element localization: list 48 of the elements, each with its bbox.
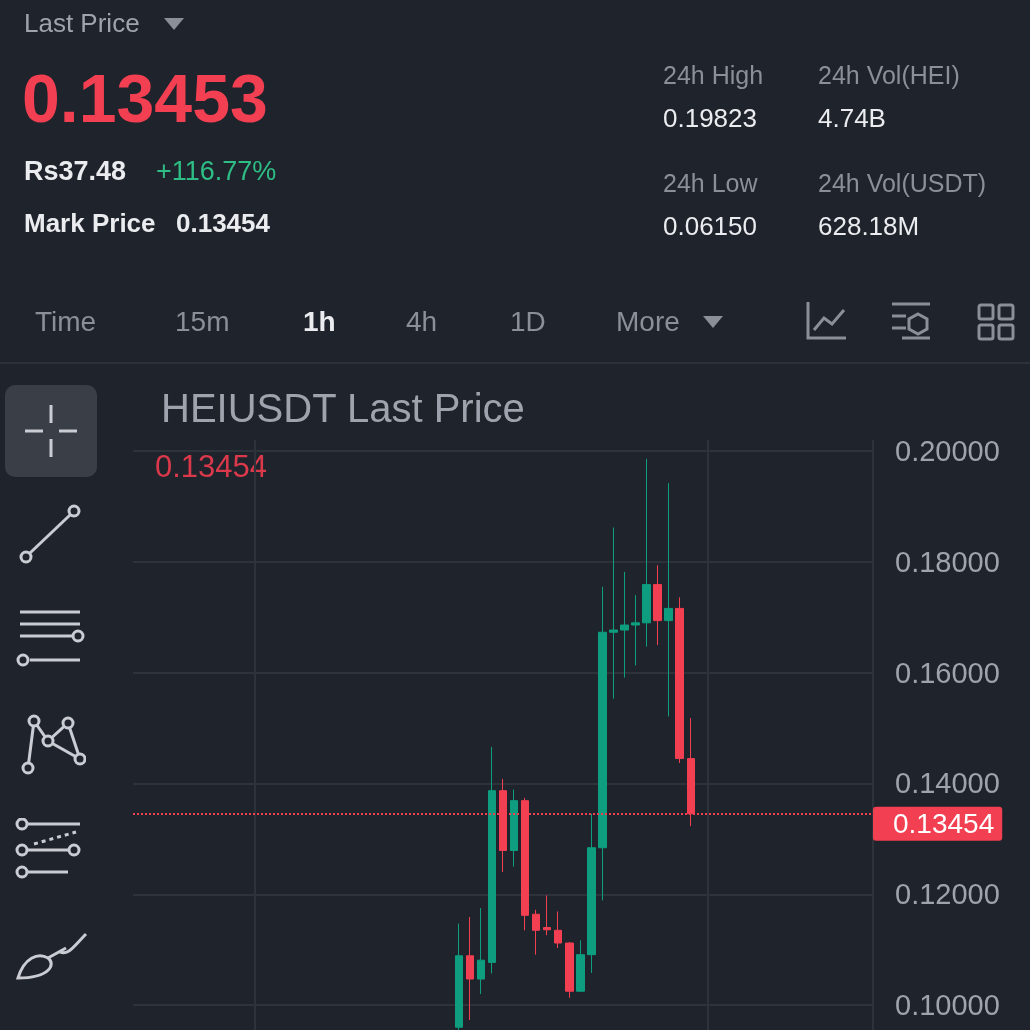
text: Mark Price — [24, 208, 156, 240]
text: 24h Low — [663, 168, 758, 198]
candlestick — [477, 907, 485, 995]
y-tick-label: 0.16000 — [895, 656, 1000, 689]
candlestick — [631, 594, 640, 666]
candlestick — [488, 746, 496, 974]
chart-title: HEIUSDT Last Price — [161, 386, 525, 430]
annotation: 0.13454 — [155, 449, 268, 484]
candlestick — [466, 916, 474, 1021]
candlestick — [675, 596, 684, 764]
ref-line-label: 0.13454 — [893, 808, 995, 840]
candlestick — [543, 894, 551, 936]
candlestick — [609, 527, 618, 700]
text: More — [616, 305, 680, 339]
y-tick-label: 0.18000 — [895, 545, 1000, 578]
text: Last Price — [24, 8, 140, 40]
text: 0.06150 — [663, 211, 757, 243]
candlestick — [576, 939, 585, 992]
candlestick — [642, 458, 651, 648]
y-tick-label: 0.14000 — [895, 767, 1000, 800]
text: 24h Vol(USDT) — [818, 168, 987, 198]
text: 1h — [303, 305, 336, 339]
candlestick — [598, 586, 607, 901]
y-tick-label: 0.10000 — [895, 989, 1000, 1022]
candlestick — [664, 482, 673, 717]
text: 0.13453 — [22, 59, 268, 138]
text: Rs37.48 — [24, 155, 127, 188]
text: 4.74B — [818, 103, 886, 135]
text: 24h Vol(HEI) — [818, 60, 960, 90]
text: 1D — [510, 305, 546, 339]
candlestick — [565, 941, 574, 999]
y-tick-label: 0.12000 — [895, 878, 1000, 911]
text: 4h — [406, 305, 438, 339]
candlestick — [620, 571, 629, 679]
text: 0.19823 — [663, 103, 757, 135]
candlestick — [510, 789, 518, 868]
text: Time — [35, 305, 97, 339]
text: 628.18M — [818, 211, 920, 243]
text: 0.13454 — [176, 208, 270, 240]
text: +116.77% — [156, 155, 277, 188]
text: 15m — [175, 305, 230, 339]
candlestick — [587, 813, 596, 974]
candlestick — [653, 564, 662, 646]
candlestick — [455, 923, 463, 1030]
text: 24h High — [663, 60, 764, 90]
candlestick — [532, 909, 540, 956]
candlestick — [554, 910, 562, 949]
y-tick-label: 0.20000 — [895, 435, 1000, 468]
